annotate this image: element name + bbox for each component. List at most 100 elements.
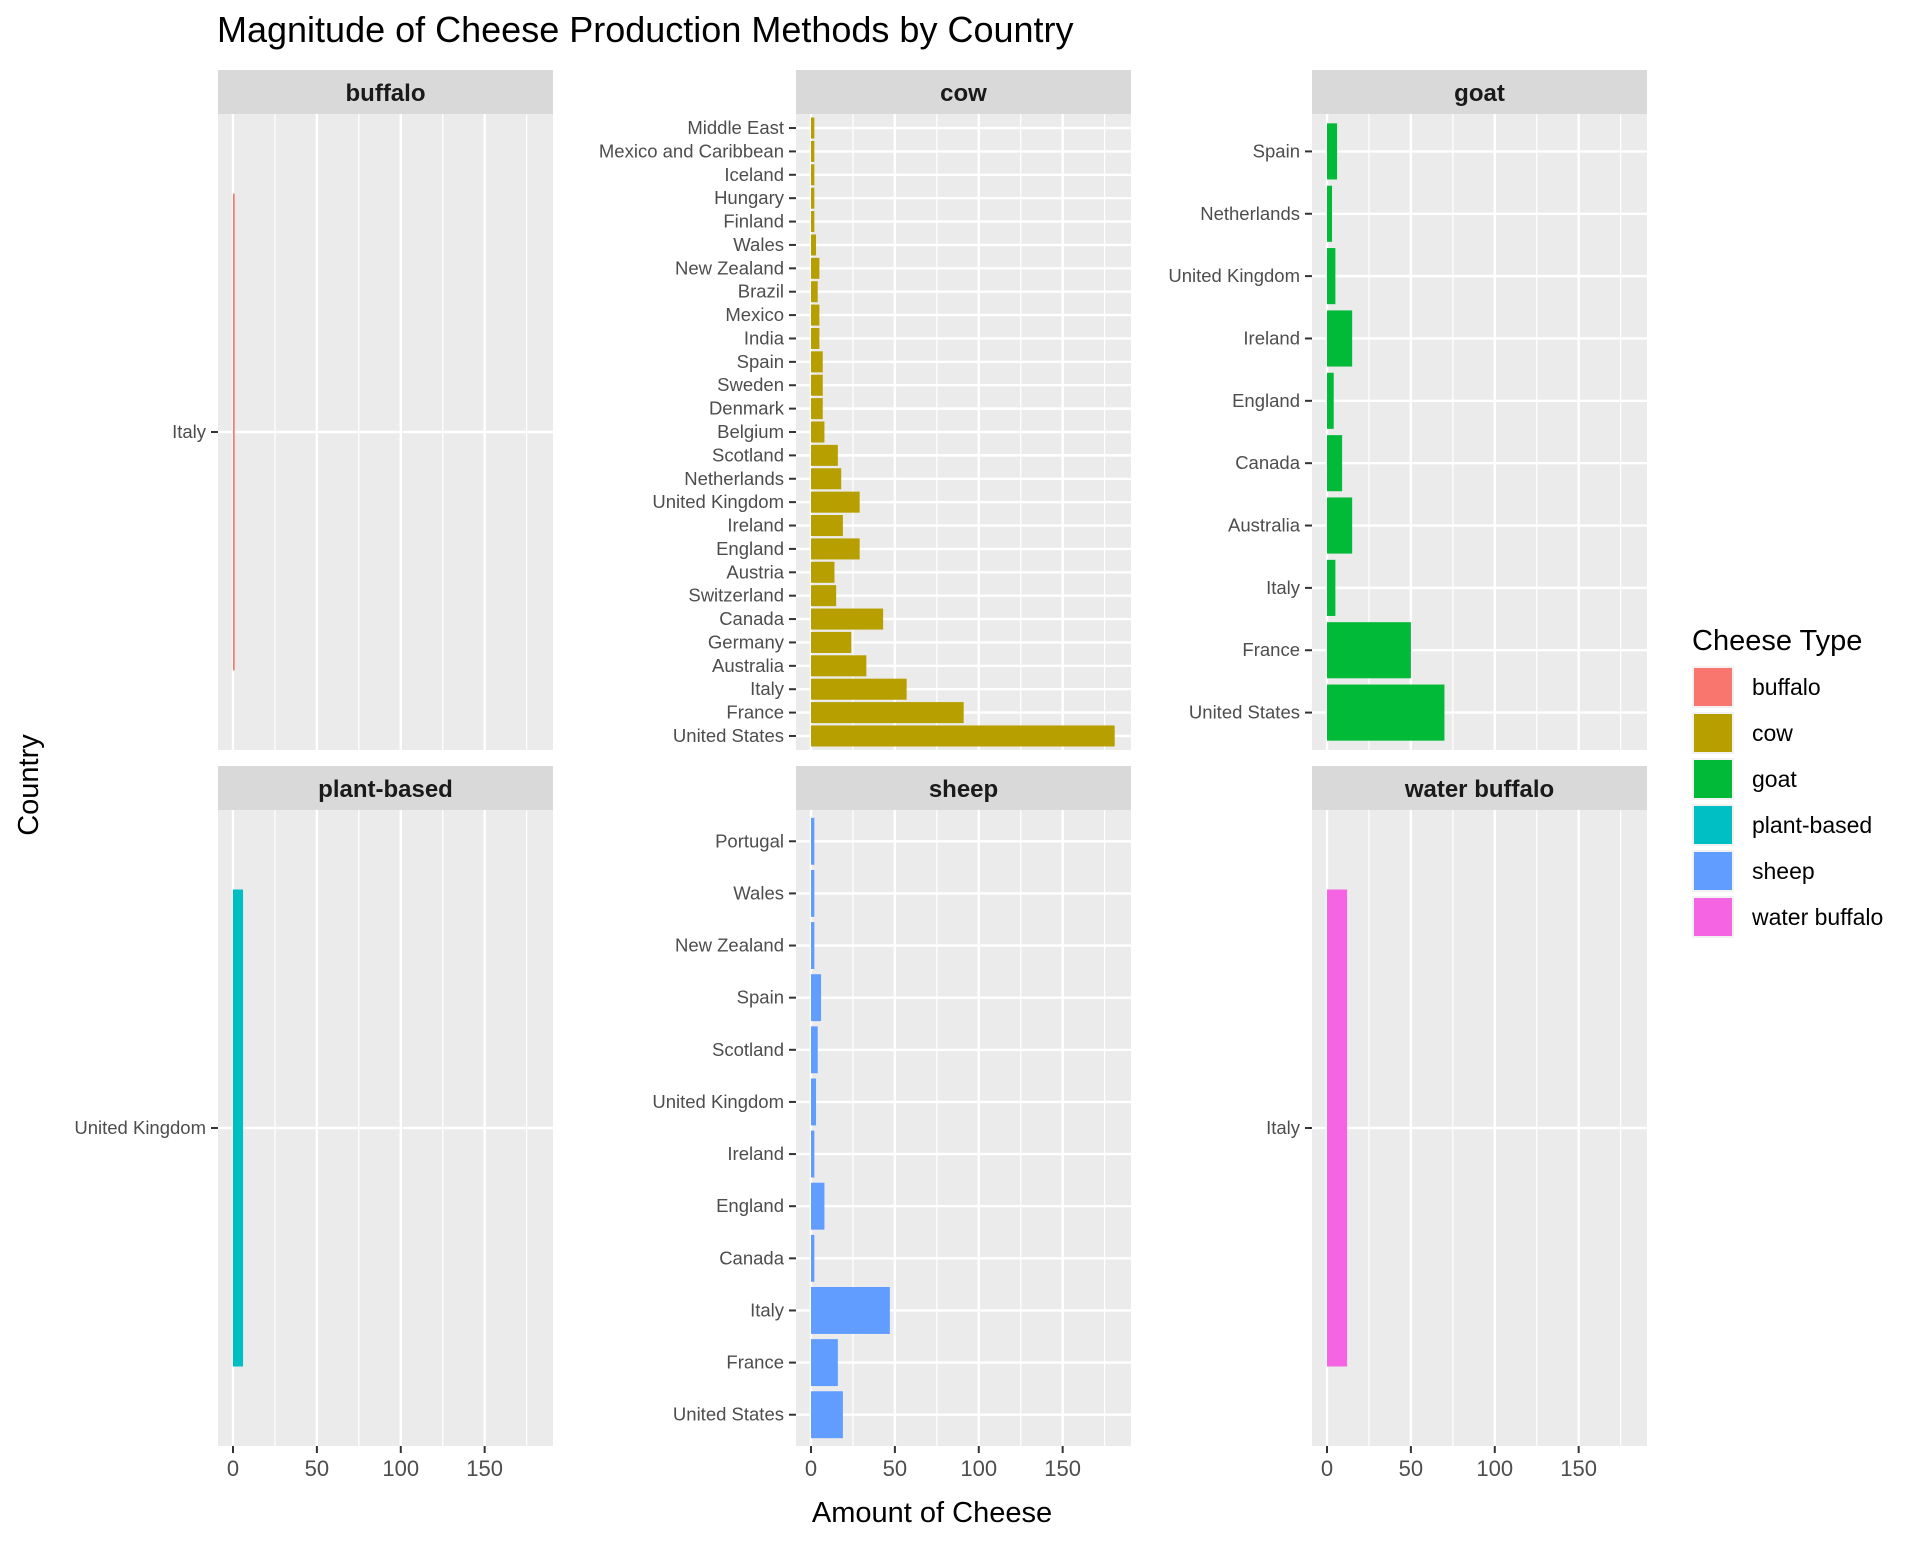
bar-sheep-united-states [811,1391,843,1439]
panel-title-cow: cow [940,80,987,107]
bar-cow-wales [811,234,817,256]
bar-goat-italy [1327,559,1336,616]
bar-cow-canada [811,608,884,630]
panel-sheep: sheep United States France Italy Canada Engla… [652,766,1131,1481]
panel-goat: goat United States France Italy Australia Can… [1168,70,1647,750]
bar-cow-scotland [811,444,838,466]
y-tick-label-cow: Ireland [727,515,784,536]
panel-title-plant-based: plant-based [318,776,453,803]
x-tick-label: 0 [227,1456,239,1481]
bar-water-buffalo-italy [1327,889,1348,1367]
bar-cow-sweden [811,374,823,396]
y-tick-label-cow: Brazil [738,281,784,302]
bar-sheep-canada [811,1234,815,1282]
y-tick-label-sheep: United States [673,1404,784,1425]
legend-label-water-buffalo: water buffalo [1751,904,1883,930]
y-tick-label-cow: Germany [708,631,785,652]
legend-swatch-water-buffalo [1694,898,1732,936]
y-tick-label-cow: India [744,327,785,348]
legend: Cheese Type buffalo cow goat plant-based she… [1692,625,1883,938]
legend-label-plant-based: plant-based [1752,812,1872,838]
y-tick-label-cow: Scotland [712,444,784,465]
legend-label-goat: goat [1752,766,1797,792]
bar-cow-mexico-and-caribbean [811,140,815,162]
bar-cow-united-states [811,725,1115,747]
bar-cow-india [811,327,820,349]
bar-goat-canada [1327,435,1343,492]
bar-goat-netherlands [1327,185,1333,242]
x-tick-label: 150 [1044,1456,1081,1481]
y-tick-label-cow: Italy [750,678,785,699]
bar-cow-belgium [811,421,825,443]
bar-cow-brazil [811,281,818,303]
bar-sheep-france [811,1339,838,1387]
bar-cow-austria [811,561,835,583]
y-tick-label-plant-based: United Kingdom [74,1117,206,1138]
bar-goat-united-kingdom [1327,248,1336,305]
y-tick-label-goat: United States [1189,702,1300,723]
legend-swatch-goat [1694,760,1732,798]
bar-sheep-new-zealand [811,922,815,969]
y-tick-label-goat: Spain [1253,140,1300,161]
bar-sheep-spain [811,974,822,1022]
legend-label-buffalo: buffalo [1752,674,1821,700]
y-tick-label-cow: Canada [719,608,785,629]
x-tick-label: 100 [1476,1456,1513,1481]
y-tick-label-goat: Ireland [1243,327,1300,348]
bar-cow-middle-east [811,117,815,139]
bar-cow-new-zealand [811,257,820,279]
x-tick-label: 100 [960,1456,997,1481]
bar-cow-united-kingdom [811,491,860,513]
y-tick-label-sheep: Portugal [715,830,784,851]
x-tick-label: 50 [1399,1456,1423,1481]
y-tick-label-sheep: United Kingdom [652,1091,784,1112]
y-tick-label-goat: Australia [1228,515,1301,536]
bar-goat-ireland [1327,310,1353,367]
legend-swatch-sheep [1694,852,1732,890]
legend-label-cow: cow [1752,720,1793,746]
y-tick-label-cow: Mexico and Caribbean [599,140,784,161]
y-tick-label-cow: England [716,538,784,559]
y-tick-label-cow: Switzerland [688,585,784,606]
y-tick-label-goat: France [1242,639,1300,660]
x-tick-label: 50 [883,1456,907,1481]
y-tick-label-sheep: Wales [733,882,784,903]
y-tick-label-cow: Finland [723,211,784,232]
y-tick-label-sheep: Spain [737,987,784,1008]
bar-cow-iceland [811,164,815,186]
panel-buffalo: buffalo Italy [172,70,553,750]
y-tick-label-goat: Netherlands [1200,203,1300,224]
bar-sheep-scotland [811,1026,818,1074]
y-tick-label-sheep: Scotland [712,1039,784,1060]
y-tick-label-cow: Middle East [687,117,784,138]
bar-plant-based-united-kingdom [233,889,244,1367]
panel-title-goat: goat [1454,80,1505,107]
y-tick-label-goat: England [1232,390,1300,411]
bar-cow-spain [811,351,823,373]
panel-title-sheep: sheep [929,776,998,803]
y-tick-label-cow: Spain [737,351,784,372]
bar-cow-england [811,538,860,560]
x-tick-label: 150 [466,1456,503,1481]
y-tick-label-sheep: Italy [750,1299,785,1320]
y-tick-label-cow: United Kingdom [652,491,784,512]
bar-goat-spain [1327,123,1338,180]
panel-background-sheep [796,810,1131,1446]
y-tick-label-sheep: France [726,1352,784,1373]
panel-water-buffalo: water buffalo Italy 0 50 100 150 [1266,766,1647,1481]
bar-cow-italy [811,678,907,700]
y-tick-label-buffalo: Italy [172,421,207,442]
panel-strip-plant-based [218,766,553,810]
bar-cow-ireland [811,515,843,537]
y-tick-label-goat: United Kingdom [1168,265,1300,286]
bar-cow-switzerland [811,585,837,607]
legend-swatch-cow [1694,714,1732,752]
panel-strip-goat [1312,70,1647,114]
bar-buffalo-italy [233,193,235,671]
bar-cow-denmark [811,398,823,420]
bar-sheep-portugal [811,817,815,865]
